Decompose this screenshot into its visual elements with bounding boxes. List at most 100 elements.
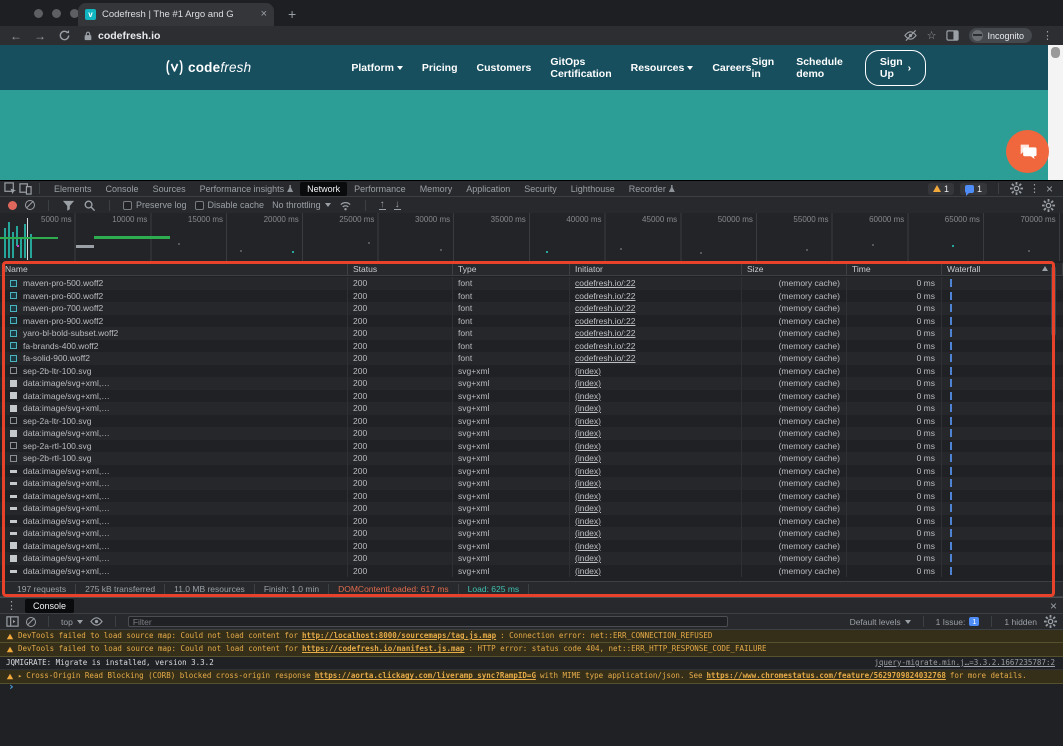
initiator-link[interactable]: codefresh.io/:22 [575,340,636,351]
message-link[interactable]: http://localhost:8000/sourcemaps/tag.js.… [301,631,497,640]
table-row[interactable]: sep-2a-rtl-100.svg 200 svg+xml (index) (… [0,439,1063,452]
devtools-tab[interactable]: Lighthouse [570,183,615,194]
devtools-tab[interactable]: Performance [354,183,406,194]
clear-network-log-icon[interactable] [25,200,35,210]
table-row[interactable]: data:image/svg+xml,… 200 svg+xml (index)… [0,464,1063,477]
table-row[interactable]: sep-2a-ltr-100.svg 200 svg+xml (index) (… [0,414,1063,427]
table-row[interactable]: maven-pro-500.woff2 200 font codefresh.i… [0,277,1063,290]
page-scrollbar-thumb[interactable] [1051,47,1060,58]
default-levels-select[interactable]: Default levels [850,617,911,627]
initiator-link[interactable]: (index) [575,478,601,488]
inspect-element-icon[interactable] [4,182,17,195]
table-row[interactable]: data:image/svg+xml,… 200 svg+xml (index)… [0,389,1063,402]
message-link[interactable]: https://www.chromestatus.com/feature/562… [706,671,946,681]
initiator-link[interactable]: (index) [575,428,601,438]
reload-icon[interactable] [58,29,71,42]
network-settings-gear-icon[interactable] [1042,198,1055,212]
table-row[interactable]: maven-pro-600.woff2 200 font codefresh.i… [0,289,1063,302]
network-overview-timeline[interactable]: 5000 ms 10000 ms 15000 ms 20000 ms 25000 ms 3… [0,213,1063,261]
bookmark-star-icon[interactable]: ☆ [926,30,937,42]
console-message[interactable]: DevTools failed to load source map: Coul… [0,630,1063,644]
issues-badge[interactable]: 1 [959,182,987,196]
devtools-close-icon[interactable]: × [1045,181,1053,196]
initiator-link[interactable]: (index) [575,515,601,526]
table-row[interactable]: data:image/svg+xml,… 200 svg+xml (index)… [0,427,1063,440]
message-link[interactable]: https://codefresh.io/manifest.js.map [301,644,465,654]
back-icon[interactable]: ← [10,28,22,43]
console-settings-gear-icon[interactable] [1044,615,1057,628]
initiator-link[interactable]: codefresh.io/:22 [575,303,636,313]
warnings-badge[interactable]: 1 [927,182,954,195]
address-bar[interactable]: codefresh.io [83,30,160,42]
new-tab-button[interactable]: + [288,6,297,22]
initiator-link[interactable]: (index) [575,453,601,463]
tab-close-icon[interactable]: × [260,8,267,20]
throttling-select[interactable]: No throttling [272,200,331,210]
devtools-tab[interactable]: Network [300,181,348,196]
nav-item[interactable]: Resources [631,62,694,74]
nav-item[interactable]: GitOps Certification [550,55,612,80]
initiator-link[interactable]: (index) [575,365,601,376]
chat-widget-button[interactable] [1006,130,1049,173]
devtools-tab[interactable]: Memory [419,183,453,194]
devtools-tab[interactable]: Security [524,183,557,194]
drawer-close-icon[interactable]: × [1049,598,1057,613]
devtools-settings-gear-icon[interactable] [1009,182,1023,195]
table-row[interactable]: data:image/svg+xml,… 200 svg+xml (index)… [0,502,1063,515]
initiator-link[interactable]: (index) [575,415,601,426]
table-row[interactable]: data:image/svg+xml,… 200 svg+xml (index)… [0,477,1063,490]
table-row[interactable]: maven-pro-700.woff2 200 font codefresh.i… [0,302,1063,315]
console-message[interactable]: ▸ Cross-Origin Read Blocking (CORB) bloc… [0,670,1063,684]
table-row[interactable]: data:image/svg+xml,… 200 svg+xml (index)… [0,514,1063,527]
expand-arrow-icon[interactable]: ▸ [18,672,23,681]
initiator-link[interactable]: (index) [575,565,601,576]
browser-menu-icon[interactable]: ⋮ [1042,30,1053,42]
table-row[interactable]: sep-2b-rtl-100.svg 200 svg+xml (index) (… [0,452,1063,465]
col-initiator[interactable]: Initiator [570,263,742,275]
nav-item[interactable]: Careers [712,61,752,74]
console-filter-input[interactable]: Filter [127,616,728,627]
table-row[interactable]: data:image/svg+xml,… 200 svg+xml (index)… [0,539,1063,552]
codefresh-logo[interactable]: codefresh [165,58,251,77]
drawer-menu-icon[interactable]: ⋮ [6,600,17,612]
initiator-link[interactable]: (index) [575,553,601,563]
search-icon[interactable] [83,199,96,212]
sign-up-button[interactable]: Sign Up › [864,49,927,86]
device-toolbar-icon[interactable] [19,182,32,195]
col-waterfall[interactable]: Waterfall [942,263,1063,275]
record-button[interactable] [8,200,17,210]
context-selector[interactable]: top [61,617,83,627]
initiator-link[interactable]: codefresh.io/:22 [575,278,636,288]
side-panel-icon[interactable] [946,29,960,42]
devtools-menu-icon[interactable]: ⋮ [1028,183,1040,195]
devtools-tab[interactable]: Console [105,183,139,194]
initiator-link[interactable]: (index) [575,503,601,513]
devtools-tab[interactable]: Recorder [622,182,682,196]
table-row[interactable]: data:image/svg+xml,… 200 svg+xml (index)… [0,489,1063,502]
initiator-link[interactable]: (index) [575,540,601,551]
console-message[interactable]: DevTools failed to load source map: Coul… [0,643,1063,657]
sign-in-link[interactable]: Sign in [751,55,775,80]
filter-funnel-icon[interactable] [62,199,75,212]
console-prompt-chevron[interactable]: › [8,680,15,693]
nav-item[interactable]: Platform [351,62,403,74]
initiator-link[interactable]: (index) [575,440,601,451]
table-row[interactable]: data:image/svg+xml,… 200 svg+xml (index)… [0,377,1063,390]
table-row[interactable]: fa-brands-400.woff2 200 font codefresh.i… [0,339,1063,352]
window-controls[interactable] [34,9,79,18]
table-row[interactable]: data:image/svg+xml,… 200 svg+xml (index)… [0,402,1063,415]
col-type[interactable]: Type [453,263,570,275]
initiator-link[interactable]: (index) [575,403,601,413]
table-row[interactable]: data:image/svg+xml,… 200 svg+xml (index)… [0,552,1063,565]
browser-tab[interactable]: v Codefresh | The #1 Argo and G × [78,3,274,26]
devtools-tab[interactable]: Application [466,183,511,194]
initiator-link[interactable]: (index) [575,490,601,501]
col-name[interactable]: Name [0,263,348,275]
table-row[interactable]: fa-solid-900.woff2 200 font codefresh.io… [0,352,1063,365]
message-link[interactable]: https://aorta.clickagy.com/liveramp_sync… [314,671,536,681]
initiator-link[interactable]: (index) [575,390,601,401]
nav-item[interactable]: Pricing [421,61,458,74]
table-row[interactable]: maven-pro-900.woff2 200 font codefresh.i… [0,314,1063,327]
clear-console-icon[interactable] [26,616,36,627]
live-expression-eye-icon[interactable] [90,615,103,628]
